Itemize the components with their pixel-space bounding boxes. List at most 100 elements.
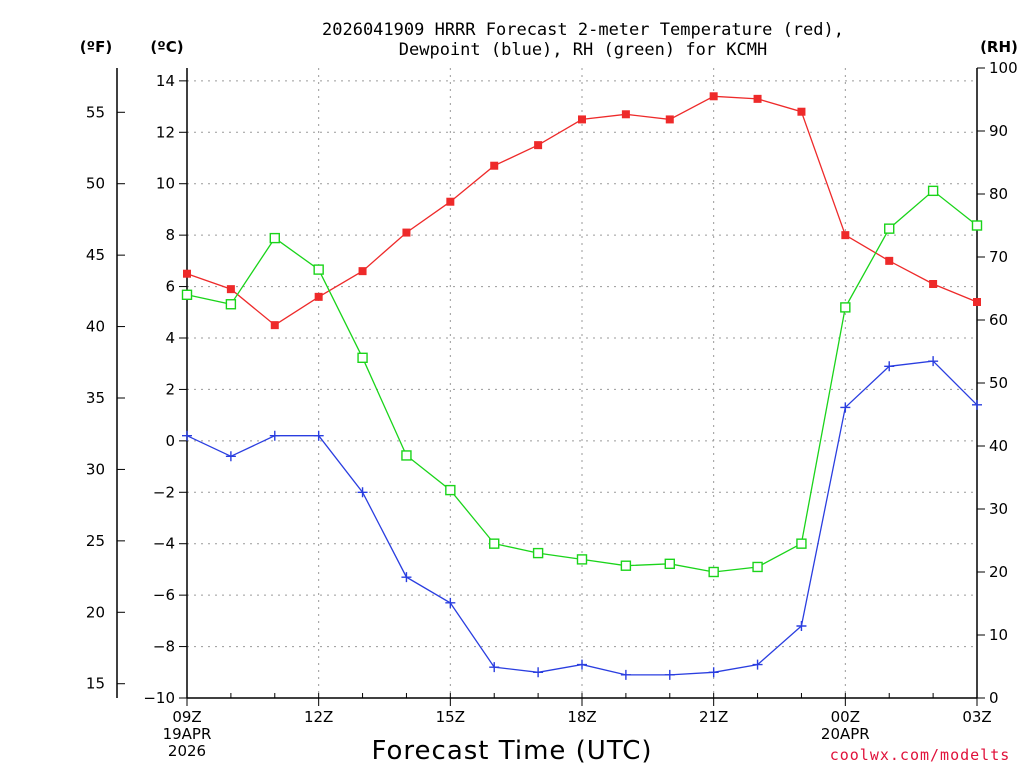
chart-title-line-1: 2026041909 HRRR Forecast 2-meter Tempera… bbox=[322, 20, 844, 40]
credit-text: coolwx.com/modelts bbox=[830, 746, 1011, 764]
fahrenheit-tick-label: 15 bbox=[86, 675, 105, 693]
rh-point bbox=[664, 558, 675, 570]
fahrenheit-unit-label: (ºF) bbox=[80, 38, 112, 56]
rh-tick-label: 80 bbox=[989, 185, 1008, 203]
dewpoint-point bbox=[533, 667, 544, 678]
rh-tick-label: 20 bbox=[989, 563, 1008, 581]
rh-point bbox=[752, 561, 763, 573]
temperature-point bbox=[841, 231, 850, 240]
rh-point bbox=[576, 554, 588, 565]
temperature-point bbox=[973, 298, 981, 306]
rh-point bbox=[181, 289, 193, 300]
rh-point bbox=[884, 223, 895, 234]
fahrenheit-tick-label: 25 bbox=[86, 532, 105, 550]
temperature-point bbox=[490, 161, 499, 170]
rh-tick-label: 0 bbox=[989, 689, 999, 707]
rh-tick-label: 10 bbox=[989, 626, 1008, 644]
dewpoint-point bbox=[840, 402, 851, 413]
dewpoint-point bbox=[269, 430, 280, 441]
celsius-tick-label: −8 bbox=[153, 638, 175, 656]
x-tick-label: 15Z bbox=[436, 708, 465, 726]
dewpoint-point bbox=[972, 399, 982, 410]
x-tick-label: 18Z bbox=[567, 708, 596, 726]
x-tick-label: 09Z bbox=[172, 708, 201, 726]
celsius-tick-label: 4 bbox=[165, 329, 175, 347]
fahrenheit-tick-label: 30 bbox=[86, 460, 105, 478]
celsius-tick-label: 0 bbox=[165, 432, 175, 450]
rh-point bbox=[225, 299, 237, 310]
rh-point bbox=[489, 538, 500, 549]
dewpoint-point bbox=[577, 659, 587, 670]
rh-point bbox=[927, 185, 939, 197]
rh-tick-label: 100 bbox=[989, 59, 1018, 77]
celsius-tick-label: 8 bbox=[165, 226, 175, 244]
grid-lines bbox=[187, 68, 977, 698]
rh-tick-label: 30 bbox=[989, 500, 1008, 518]
rh-tick-label: 50 bbox=[989, 374, 1008, 392]
celsius-unit-label: (ºC) bbox=[150, 38, 183, 56]
dewpoint-point bbox=[752, 659, 763, 670]
celsius-tick-label: −2 bbox=[153, 483, 175, 501]
rh-tick-label: 60 bbox=[989, 311, 1008, 329]
dewpoint-point bbox=[313, 430, 324, 441]
x-tick-label: 21Z bbox=[699, 708, 728, 726]
rh-point bbox=[313, 264, 324, 275]
fahrenheit-tick-label: 50 bbox=[86, 175, 105, 193]
data-series bbox=[181, 92, 983, 680]
dewpoint-point bbox=[796, 621, 807, 631]
rh-point bbox=[840, 302, 851, 313]
chart-title-line-2: Dewpoint (blue), RH (green) for KCMH bbox=[399, 40, 767, 60]
rh-point bbox=[401, 450, 412, 461]
rh-tick-label: 40 bbox=[989, 437, 1008, 455]
celsius-tick-label: −10 bbox=[143, 689, 175, 707]
temperature-point bbox=[358, 267, 367, 276]
celsius-tick-label: 10 bbox=[156, 175, 175, 193]
temperature-point bbox=[183, 269, 191, 278]
fahrenheit-tick-label: 20 bbox=[86, 603, 105, 621]
celsius-tick-label: 12 bbox=[156, 123, 175, 141]
dewpoint-point bbox=[401, 572, 412, 583]
dewpoint-point bbox=[445, 597, 456, 608]
rh-point bbox=[357, 352, 368, 363]
tick-labels: −10 −8 −6 −4 −2 0 2 4 6 8 10 12 14 15 20 25 30 35 40 45 50 55… bbox=[86, 59, 1018, 760]
series-temperature bbox=[183, 92, 981, 330]
x-tick-label: 20APR bbox=[821, 725, 870, 743]
celsius-tick-label: −6 bbox=[153, 586, 175, 604]
dewpoint-point bbox=[928, 356, 939, 367]
dewpoint-point bbox=[357, 487, 368, 498]
rh-point bbox=[269, 232, 280, 244]
rh-point bbox=[620, 560, 632, 571]
fahrenheit-tick-label: 55 bbox=[86, 103, 105, 121]
temperature-line bbox=[186, 95, 978, 326]
rh-point bbox=[971, 220, 983, 231]
temperature-point bbox=[797, 107, 806, 116]
celsius-tick-label: 14 bbox=[156, 72, 175, 90]
temperature-point bbox=[578, 115, 586, 124]
dewpoint-point bbox=[489, 662, 500, 673]
dewpoint-point bbox=[225, 451, 236, 462]
rh-line bbox=[186, 189, 978, 573]
dewpoint-point bbox=[884, 361, 895, 372]
fahrenheit-tick-label: 35 bbox=[86, 389, 105, 407]
rh-point bbox=[708, 566, 719, 578]
temperature-point bbox=[534, 141, 543, 150]
series-dewpoint bbox=[182, 356, 982, 680]
x-tick-label: 03Z bbox=[962, 708, 991, 726]
rh-point bbox=[532, 547, 544, 559]
rh-point bbox=[445, 484, 456, 496]
x-axis-label: Forecast Time (UTC) bbox=[371, 736, 652, 766]
temperature-point bbox=[446, 197, 455, 206]
temperature-point bbox=[270, 321, 279, 330]
x-tick-label: 19APR bbox=[163, 725, 212, 743]
temperature-point bbox=[929, 280, 938, 288]
temperature-point bbox=[753, 94, 762, 103]
temperature-point bbox=[621, 110, 630, 119]
x-tick-label: 00Z bbox=[831, 708, 860, 726]
dewpoint-point bbox=[182, 430, 192, 441]
x-tick-label: 12Z bbox=[304, 708, 333, 726]
rh-unit-label: (RH) bbox=[980, 38, 1018, 56]
rh-tick-label: 90 bbox=[989, 122, 1008, 140]
temperature-point bbox=[665, 115, 674, 124]
series-rh bbox=[181, 185, 983, 578]
